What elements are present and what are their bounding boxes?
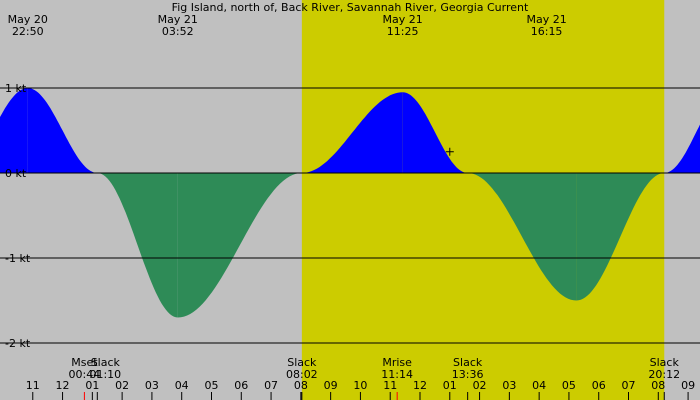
ebb-area: [177, 173, 302, 318]
x-tick-label: 10: [353, 379, 367, 392]
grid-lines: [0, 87, 700, 344]
ebb-area: [576, 173, 665, 301]
x-tick-label: 02: [115, 379, 129, 392]
event-time: 20:12: [648, 368, 680, 381]
x-tick-label: 01: [443, 379, 457, 392]
x-tick-label: 07: [264, 379, 278, 392]
event-time: 00:44: [69, 368, 101, 381]
x-axis-ticks: 11 12 01 02 03 04 05 06 07 08 09 10 11 12 01 02 03 04 05 06…: [26, 379, 695, 400]
ebb-area: [97, 173, 178, 318]
event-name: Slack: [650, 356, 680, 369]
extreme-date: May 21: [158, 13, 198, 26]
x-tick-label: 12: [56, 379, 70, 392]
x-tick-label: 06: [592, 379, 606, 392]
y-tick-label: -1 kt: [5, 252, 31, 265]
event-name: Slack: [91, 356, 121, 369]
flood-area: [301, 92, 403, 173]
current-fill: [0, 88, 700, 318]
extreme-date: May 20: [8, 13, 48, 26]
x-tick-label: 02: [473, 379, 487, 392]
event-labels: Mset00:44Slack01:10Slack08:02Mrise11:14S…: [69, 356, 680, 400]
x-tick-label: 03: [502, 379, 516, 392]
x-tick-label: 03: [145, 379, 159, 392]
event-time: 08:02: [286, 368, 318, 381]
extreme-time: 11:25: [387, 25, 419, 38]
current-marker: [445, 147, 454, 156]
x-tick-label: 04: [532, 379, 546, 392]
x-tick-label: 09: [681, 379, 695, 392]
x-tick-label: 04: [175, 379, 189, 392]
extreme-date: May 21: [382, 13, 422, 26]
extreme-time: 03:52: [162, 25, 194, 38]
x-tick-label: 05: [204, 379, 218, 392]
x-tick-label: 07: [622, 379, 636, 392]
flood-area: [402, 92, 468, 173]
x-tick-label: 06: [234, 379, 248, 392]
event-time: 13:36: [452, 368, 484, 381]
flood-area: [664, 124, 700, 173]
y-tick-label: -2 kt: [5, 337, 31, 350]
chart-title: Fig Island, north of, Back River, Savann…: [172, 1, 529, 14]
extreme-date: May 21: [526, 13, 566, 26]
y-axis-labels: 1 kt 0 kt -1 kt -2 kt: [5, 82, 31, 350]
x-tick-label: 05: [562, 379, 576, 392]
flood-area: [0, 88, 28, 173]
x-tick-label: 09: [324, 379, 338, 392]
event-name: Mset: [71, 356, 98, 369]
flood-area: [27, 88, 98, 173]
x-tick-label: 08: [294, 379, 308, 392]
x-tick-label: 11: [383, 379, 397, 392]
y-tick-label: 0 kt: [5, 167, 27, 180]
extreme-time: 16:15: [531, 25, 563, 38]
event-name: Slack: [287, 356, 317, 369]
event-name: Mrise: [382, 356, 412, 369]
y-tick-label: 1 kt: [5, 82, 27, 95]
event-name: Slack: [453, 356, 483, 369]
x-tick-label: 12: [413, 379, 427, 392]
event-time: 11:14: [381, 368, 413, 381]
event-time: 01:10: [89, 368, 121, 381]
x-tick-label: 11: [26, 379, 40, 392]
x-tick-label: 08: [651, 379, 665, 392]
x-tick-label: 01: [85, 379, 99, 392]
extreme-time: 22:50: [12, 25, 44, 38]
ebb-area: [467, 173, 577, 301]
